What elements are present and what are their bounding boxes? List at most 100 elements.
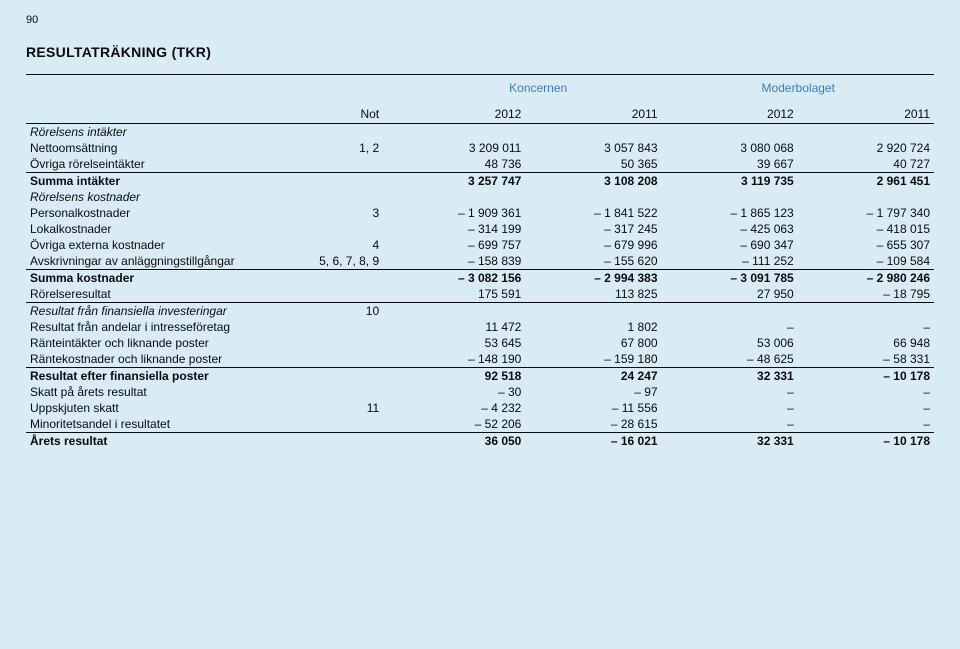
- table-row: Avskrivningar av anläggningstillgångar5,…: [26, 253, 934, 270]
- row-value: – 679 996: [525, 237, 661, 253]
- table-row: Summa kostnader– 3 082 156– 2 994 383– 3…: [26, 270, 934, 287]
- row-label: Avskrivningar av anläggningstillgångar: [26, 253, 298, 270]
- row-value: [525, 124, 661, 141]
- row-note: [298, 416, 389, 433]
- row-note: [298, 270, 389, 287]
- row-value: 53 006: [662, 335, 798, 351]
- row-value: – 97: [525, 384, 661, 400]
- row-value: –: [798, 416, 934, 433]
- row-note: 5, 6, 7, 8, 9: [298, 253, 389, 270]
- table-row: Resultat efter finansiella poster92 5182…: [26, 368, 934, 385]
- row-value: – 148 190: [389, 351, 525, 368]
- row-value: [662, 124, 798, 141]
- group-header-koncernen: Koncernen: [389, 75, 661, 106]
- row-value: 3 119 735: [662, 173, 798, 190]
- table-row: Summa intäkter3 257 7473 108 2083 119 73…: [26, 173, 934, 190]
- row-label: Personalkostnader: [26, 205, 298, 221]
- row-note: 3: [298, 205, 389, 221]
- row-note: [298, 384, 389, 400]
- row-value: 3 080 068: [662, 140, 798, 156]
- row-value: [798, 124, 934, 141]
- row-label: Resultat från finansiella investeringar: [26, 303, 298, 320]
- group-header-row: Koncernen Moderbolaget: [26, 75, 934, 106]
- row-value: – 317 245: [525, 221, 661, 237]
- col-2011a: 2011: [525, 105, 661, 124]
- row-value: 3 209 011: [389, 140, 525, 156]
- row-note: [298, 173, 389, 190]
- row-value: 48 736: [389, 156, 525, 173]
- row-value: – 58 331: [798, 351, 934, 368]
- row-value: 36 050: [389, 433, 525, 450]
- table-row: Rörelsens kostnader: [26, 189, 934, 205]
- row-value: – 690 347: [662, 237, 798, 253]
- table-row: Resultat från andelar i intresseföretag 1…: [26, 319, 934, 335]
- row-value: –: [662, 400, 798, 416]
- row-value: –: [662, 319, 798, 335]
- row-note: [298, 286, 389, 303]
- row-label: Ränteintäkter och liknande poster: [26, 335, 298, 351]
- row-label: Minoritetsandel i resultatet: [26, 416, 298, 433]
- income-statement-page: 90 RESULTATRÄKNING (TKR) Koncernen Moder…: [0, 0, 960, 449]
- col-2012a: 2012: [389, 105, 525, 124]
- row-value: 53 645: [389, 335, 525, 351]
- row-label: Räntekostnader och liknande poster: [26, 351, 298, 368]
- row-label: Nettoomsättning: [26, 140, 298, 156]
- row-note: [298, 351, 389, 368]
- table-row: Nettoomsättning1, 23 209 0113 057 8433 0…: [26, 140, 934, 156]
- row-label: Övriga rörelseintäkter: [26, 156, 298, 173]
- table-row: Rörelsens intäkter: [26, 124, 934, 141]
- row-value: – 155 620: [525, 253, 661, 270]
- row-value: [389, 189, 525, 205]
- row-value: –: [662, 416, 798, 433]
- row-label: Rörelseresultat: [26, 286, 298, 303]
- page-number: 90: [26, 14, 934, 26]
- table-row: Årets resultat36 050– 16 02132 331– 10 1…: [26, 433, 934, 450]
- row-note: [298, 319, 389, 335]
- table-row: Övriga rörelseintäkter48 73650 36539 667…: [26, 156, 934, 173]
- table-row: Skatt på årets resultat– 30– 97––: [26, 384, 934, 400]
- row-label: Resultat efter finansiella poster: [26, 368, 298, 385]
- row-label: Rörelsens intäkter: [26, 124, 298, 141]
- table-row: Rörelseresultat175 591113 82527 950– 18 …: [26, 286, 934, 303]
- row-value: – 158 839: [389, 253, 525, 270]
- row-value: – 655 307: [798, 237, 934, 253]
- table-row: Personalkostnader3– 1 909 361– 1 841 522…: [26, 205, 934, 221]
- row-value: 32 331: [662, 368, 798, 385]
- row-value: – 1 909 361: [389, 205, 525, 221]
- row-value: 2 961 451: [798, 173, 934, 190]
- row-note: [298, 433, 389, 450]
- row-value: 1 802: [525, 319, 661, 335]
- row-value: 27 950: [662, 286, 798, 303]
- row-value: 3 257 747: [389, 173, 525, 190]
- row-label: Resultat från andelar i intresseföretag: [26, 319, 298, 335]
- row-value: – 30: [389, 384, 525, 400]
- row-value: – 3 091 785: [662, 270, 798, 287]
- row-note: [298, 156, 389, 173]
- table-row: Minoritetsandel i resultatet– 52 206– 28…: [26, 416, 934, 433]
- row-label: Övriga externa kostnader: [26, 237, 298, 253]
- row-label: Summa kostnader: [26, 270, 298, 287]
- col-not: Not: [298, 105, 389, 124]
- row-note: [298, 335, 389, 351]
- row-value: – 10 178: [798, 433, 934, 450]
- row-label: Uppskjuten skatt: [26, 400, 298, 416]
- row-value: – 1 865 123: [662, 205, 798, 221]
- row-value: 66 948: [798, 335, 934, 351]
- table-row: Räntekostnader och liknande poster – 148 …: [26, 351, 934, 368]
- row-value: – 418 015: [798, 221, 934, 237]
- row-value: 24 247: [525, 368, 661, 385]
- row-value: 113 825: [525, 286, 661, 303]
- row-value: [662, 303, 798, 320]
- row-value: 39 667: [662, 156, 798, 173]
- row-label: Årets resultat: [26, 433, 298, 450]
- group-header-moderbolaget: Moderbolaget: [662, 75, 934, 106]
- row-label: Rörelsens kostnader: [26, 189, 298, 205]
- row-value: 67 800: [525, 335, 661, 351]
- row-value: – 11 556: [525, 400, 661, 416]
- row-value: – 16 021: [525, 433, 661, 450]
- row-value: – 1 841 522: [525, 205, 661, 221]
- row-value: – 48 625: [662, 351, 798, 368]
- row-value: 40 727: [798, 156, 934, 173]
- col-2011b: 2011: [798, 105, 934, 124]
- row-note: 1, 2: [298, 140, 389, 156]
